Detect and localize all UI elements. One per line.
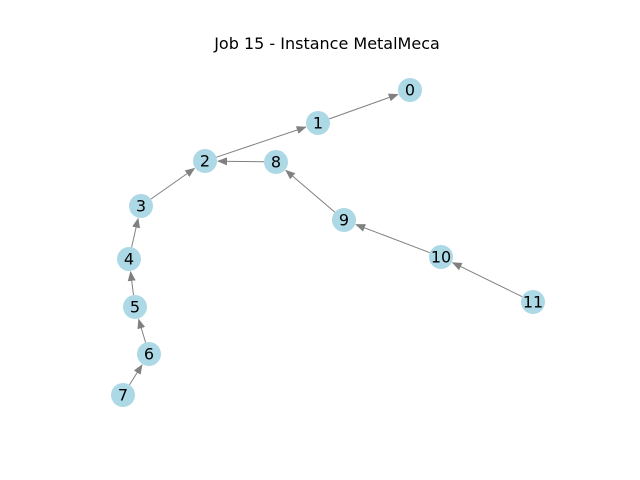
node-circle [521, 290, 545, 314]
node-9: 9 [332, 208, 356, 232]
node-label: 6 [144, 345, 154, 364]
node-label: 5 [130, 298, 140, 317]
edge-11-to-10 [451, 262, 523, 298]
diagram-title: Job 15 - Instance MetalMeca [213, 34, 440, 53]
node-11: 11 [521, 290, 545, 314]
node-label: 2 [200, 152, 210, 171]
edge-8-to-2 [217, 157, 265, 166]
node-circle [137, 342, 161, 366]
node-6: 6 [137, 342, 161, 366]
node-label: 1 [313, 114, 323, 133]
node-circle [332, 208, 356, 232]
node-label: 7 [118, 386, 128, 405]
node-0: 0 [398, 78, 422, 102]
node-10: 10 [429, 245, 453, 269]
node-3: 3 [129, 194, 153, 218]
node-7: 7 [111, 383, 135, 407]
node-circle [111, 383, 135, 407]
node-circle [429, 245, 453, 269]
edge-9-to-8 [285, 169, 336, 213]
node-label: 8 [271, 153, 281, 172]
node-circle [117, 247, 141, 271]
edge-6-to-5 [137, 318, 147, 343]
node-label: 0 [405, 81, 415, 100]
edge-2-to-1 [216, 126, 307, 158]
node-circle [123, 295, 147, 319]
node-circle [193, 149, 217, 173]
node-1: 1 [306, 111, 330, 135]
node-circle [398, 78, 422, 102]
node-circle [306, 111, 330, 135]
node-5: 5 [123, 295, 147, 319]
edge-5-to-4 [127, 270, 136, 296]
node-circle [129, 194, 153, 218]
edge-7-to-6 [128, 364, 143, 386]
node-4: 4 [117, 247, 141, 271]
edge-1-to-0 [329, 93, 399, 120]
edge-3-to-2 [150, 167, 196, 200]
node-label: 4 [124, 250, 134, 269]
node-2: 2 [193, 149, 217, 173]
nodes-layer: 0 1 2 3 4 5 6 7 8 9 10 11 [111, 78, 545, 407]
edge-4-to-3 [131, 217, 141, 248]
edge-10-to-9 [355, 224, 430, 254]
node-label: 11 [523, 293, 543, 312]
node-8: 8 [264, 150, 288, 174]
node-label: 3 [136, 197, 146, 216]
node-label: 10 [431, 248, 451, 267]
node-label: 9 [339, 211, 349, 230]
node-circle [264, 150, 288, 174]
edges-layer [127, 93, 523, 386]
